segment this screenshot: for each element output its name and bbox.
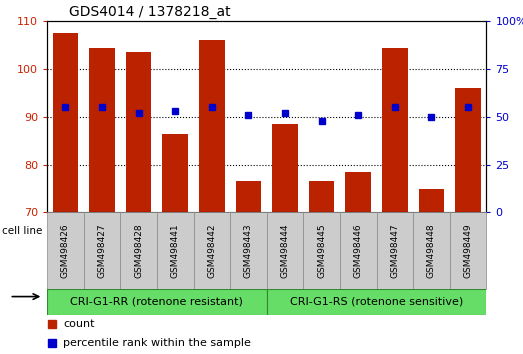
Bar (52, 33, 78, 212)
Bar (162, 133, 188, 212)
Bar (450, 212, 486, 289)
Bar (47, 212, 84, 289)
Bar (235, 181, 261, 212)
Text: GSM498427: GSM498427 (97, 223, 107, 278)
Text: GSM498443: GSM498443 (244, 223, 253, 278)
Text: GSM498446: GSM498446 (354, 223, 363, 278)
Bar (194, 212, 230, 289)
Bar (455, 88, 481, 212)
Bar (126, 52, 151, 212)
Bar (199, 40, 224, 212)
Bar (345, 172, 371, 212)
Bar (157, 212, 194, 289)
Text: CRI-G1-RS (rotenone sensitive): CRI-G1-RS (rotenone sensitive) (290, 297, 463, 307)
Text: GSM498428: GSM498428 (134, 223, 143, 278)
Bar (230, 212, 267, 289)
Text: percentile rank within the sample: percentile rank within the sample (63, 338, 251, 348)
Bar (267, 289, 486, 315)
Text: GSM498441: GSM498441 (170, 223, 180, 278)
Text: GSM498448: GSM498448 (427, 223, 436, 278)
Bar (84, 212, 120, 289)
Text: count: count (63, 319, 94, 329)
Bar (47, 289, 267, 315)
Bar (120, 212, 157, 289)
Bar (303, 212, 340, 289)
Bar (309, 181, 335, 212)
Bar (418, 188, 444, 212)
Bar (382, 47, 408, 212)
Text: cell line: cell line (2, 226, 43, 236)
Text: GSM498449: GSM498449 (463, 223, 473, 278)
Bar (413, 212, 450, 289)
Bar (267, 212, 303, 289)
Text: GSM498442: GSM498442 (207, 223, 217, 278)
Text: GDS4014 / 1378218_at: GDS4014 / 1378218_at (69, 5, 231, 19)
Text: CRI-G1-RR (rotenone resistant): CRI-G1-RR (rotenone resistant) (71, 297, 243, 307)
Text: GSM498447: GSM498447 (390, 223, 400, 278)
Bar (272, 124, 298, 212)
Bar (340, 212, 377, 289)
Text: GSM498426: GSM498426 (61, 223, 70, 278)
Bar (89, 47, 115, 212)
Text: GSM498445: GSM498445 (317, 223, 326, 278)
Text: GSM498444: GSM498444 (280, 223, 290, 278)
Bar (377, 212, 413, 289)
